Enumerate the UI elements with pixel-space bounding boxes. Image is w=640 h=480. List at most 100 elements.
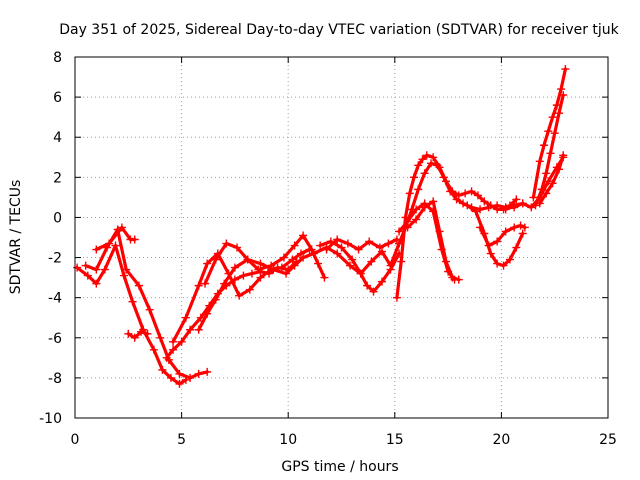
data-point-marker	[420, 203, 429, 212]
data-series	[316, 237, 404, 296]
plot-frame	[74, 56, 609, 419]
data-point-marker	[516, 221, 525, 230]
data-series	[92, 223, 139, 254]
data-point-marker	[529, 193, 538, 202]
data-point-marker	[130, 333, 139, 342]
data-point-marker	[412, 205, 421, 214]
data-point-marker	[418, 155, 427, 164]
data-point-marker	[414, 185, 423, 194]
data-point-marker	[559, 151, 568, 160]
data-point-marker	[296, 249, 305, 258]
data-point-marker	[169, 337, 178, 346]
data-point-marker	[230, 263, 239, 272]
series-line	[318, 239, 401, 294]
data-point-marker	[181, 313, 190, 322]
data-point-marker	[363, 281, 372, 290]
data-point-marker	[429, 153, 438, 162]
data-point-marker	[333, 235, 342, 244]
data-point-marker	[245, 285, 254, 294]
data-point-marker	[548, 179, 557, 188]
data-point-marker	[395, 227, 404, 236]
data-point-marker	[254, 265, 263, 274]
data-series	[169, 245, 314, 346]
data-series	[463, 201, 527, 270]
axis-ticks: 0 5 10 15 20 25 -10 -8 -6 -4 -2 0 2 4 6 8	[39, 50, 617, 448]
data-point-marker	[476, 223, 485, 232]
x-tick-label: 5	[177, 432, 186, 448]
data-point-marker	[122, 265, 131, 274]
data-point-marker	[203, 309, 212, 318]
data-point-marker	[145, 305, 154, 314]
data-point-marker	[130, 235, 139, 244]
x-tick-label: 15	[386, 432, 404, 448]
data-point-marker	[81, 261, 90, 270]
data-point-marker	[412, 215, 421, 224]
data-point-marker	[441, 257, 450, 266]
data-point-marker	[92, 245, 101, 254]
data-series	[535, 151, 568, 208]
data-point-marker	[177, 337, 186, 346]
data-point-marker	[520, 223, 529, 232]
data-point-marker	[92, 265, 101, 274]
data-point-marker	[333, 249, 342, 258]
data-point-marker	[486, 249, 495, 258]
y-tick-label: -10	[39, 411, 62, 427]
data-point-marker	[554, 109, 563, 118]
x-tick-label: 10	[279, 432, 297, 448]
y-tick-label: 0	[53, 210, 62, 226]
series-line	[171, 247, 312, 344]
data-point-marker	[544, 127, 553, 136]
data-point-marker	[546, 149, 555, 158]
data-point-marker	[405, 189, 414, 198]
data-point-marker	[473, 191, 482, 200]
data-point-marker	[111, 241, 120, 250]
data-point-marker	[203, 259, 212, 268]
data-point-marker	[322, 245, 331, 254]
data-point-marker	[484, 241, 493, 250]
data-point-marker	[120, 271, 129, 280]
data-point-marker	[203, 367, 212, 376]
data-point-marker	[269, 265, 278, 274]
data-series	[531, 91, 568, 210]
data-point-marker	[454, 275, 463, 284]
data-point-marker	[149, 345, 158, 354]
data-point-marker	[134, 281, 143, 290]
data-point-marker	[467, 187, 476, 196]
y-tick-label: 4	[53, 130, 62, 146]
data-point-marker	[354, 245, 363, 254]
data-point-marker	[267, 261, 276, 270]
data-point-marker	[518, 229, 527, 238]
data-point-marker	[100, 265, 109, 274]
data-point-marker	[501, 227, 510, 236]
data-point-marker	[211, 295, 220, 304]
data-point-marker	[384, 239, 393, 248]
data-point-marker	[452, 195, 461, 204]
data-point-marker	[537, 185, 546, 194]
x-tick-label: 20	[492, 432, 510, 448]
data-point-marker	[535, 157, 544, 166]
data-point-marker	[158, 365, 167, 374]
data-point-marker	[277, 263, 286, 272]
x-axis-label: GPS time / hours	[281, 459, 398, 475]
data-point-marker	[169, 345, 178, 354]
data-point-marker	[166, 373, 175, 382]
data-point-marker	[403, 223, 412, 232]
data-series	[322, 235, 401, 254]
data-point-marker	[392, 293, 401, 302]
data-point-marker	[518, 199, 527, 208]
data-point-marker	[307, 245, 316, 254]
data-point-marker	[550, 129, 559, 138]
data-point-marker	[439, 173, 448, 182]
data-point-marker	[290, 261, 299, 270]
data-point-marker	[105, 239, 114, 248]
data-point-marker	[186, 325, 195, 334]
data-point-marker	[409, 173, 418, 182]
data-point-marker	[220, 279, 229, 288]
x-tick-label: 0	[71, 432, 80, 448]
data-point-marker	[378, 277, 387, 286]
data-point-marker	[510, 201, 519, 210]
data-series	[201, 231, 329, 288]
data-point-marker	[561, 65, 570, 74]
data-point-marker	[512, 243, 521, 252]
data-point-marker	[117, 223, 126, 232]
